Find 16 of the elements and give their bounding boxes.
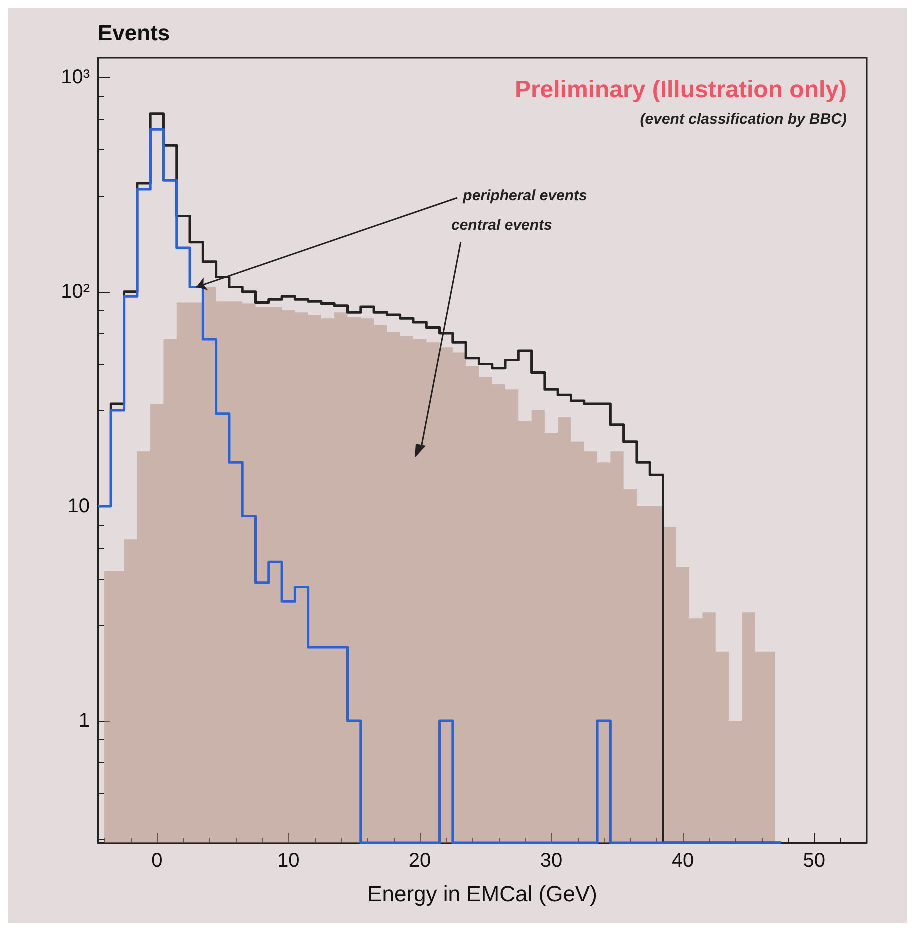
x-axis-title: Energy in EMCal (GeV) xyxy=(368,882,598,906)
y-tick-label: 1 xyxy=(78,710,90,732)
annotation: (event classification by BBC) xyxy=(640,111,848,128)
x-tick-label: 0 xyxy=(152,850,163,872)
x-tick-label: 10 xyxy=(277,850,300,872)
x-tick-label: 20 xyxy=(408,850,432,872)
annotation: Preliminary (Illustration only) xyxy=(514,76,847,104)
y-axis-title: Events xyxy=(98,20,170,46)
annotation: peripheral events xyxy=(462,188,588,205)
x-tick-label: 40 xyxy=(672,850,694,872)
y-tick-label: 10 xyxy=(68,495,90,518)
annotation: central events xyxy=(452,217,552,234)
x-tick-label: 30 xyxy=(540,850,563,872)
y-tick-label: 10² xyxy=(61,280,90,303)
x-tick-label: 50 xyxy=(803,850,826,872)
y-tick-label: 10³ xyxy=(61,66,90,88)
